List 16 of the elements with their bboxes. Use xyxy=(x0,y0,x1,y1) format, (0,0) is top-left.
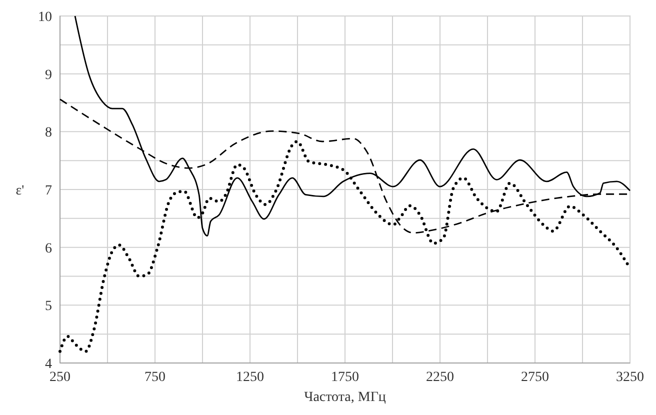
y-tick-label: 5 xyxy=(45,299,52,314)
x-tick-label: 750 xyxy=(144,370,166,385)
x-tick-label: 2750 xyxy=(521,370,549,385)
y-axis-title: ε' xyxy=(16,184,24,198)
x-tick-label: 1750 xyxy=(331,370,359,385)
x-tick-label: 2250 xyxy=(426,370,454,385)
y-tick-label: 9 xyxy=(45,68,52,83)
x-axis-title: Частота, МГц xyxy=(304,390,386,405)
x-tick-label: 3250 xyxy=(616,370,644,385)
y-tick-label: 7 xyxy=(45,184,52,198)
x-tick-label: 250 xyxy=(50,370,70,385)
y-tick-label: 6 xyxy=(45,241,52,256)
y-tick-label: 4 xyxy=(45,357,52,372)
y-tick-label: 10 xyxy=(38,10,52,25)
x-tick-label: 1250 xyxy=(236,370,264,385)
y-tick-label: 8 xyxy=(45,126,52,141)
